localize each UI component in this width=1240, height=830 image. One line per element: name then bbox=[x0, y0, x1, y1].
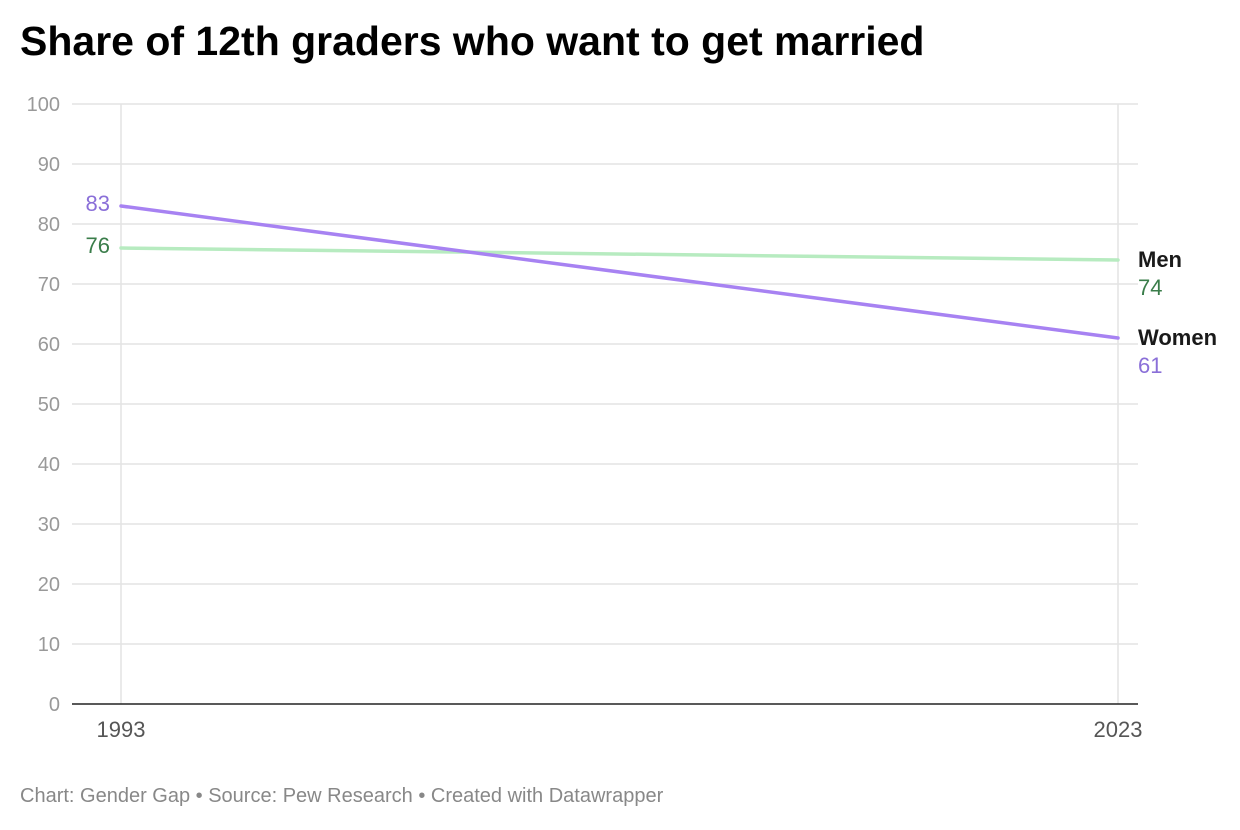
footer-separator: • bbox=[412, 785, 431, 807]
gridlines bbox=[72, 103, 1138, 705]
chart-title: Share of 12th graders who want to get ma… bbox=[20, 18, 925, 64]
chart-footer: Chart: Gender Gap • Source: Pew Research… bbox=[20, 785, 663, 808]
data-labels: 76 Men 74 83 Women 61 bbox=[86, 191, 1218, 378]
x-tick-label: 1993 bbox=[97, 717, 146, 742]
y-tick-label: 90 bbox=[38, 154, 60, 176]
y-tick-label: 20 bbox=[38, 574, 60, 596]
series-line-men bbox=[119, 246, 1120, 262]
series-line-women bbox=[119, 204, 1120, 340]
footer-source: Source: Pew Research bbox=[208, 785, 413, 807]
series-name-label: Women bbox=[1138, 325, 1217, 350]
footer-separator: • bbox=[190, 785, 209, 807]
footer-tool: Created with Datawrapper bbox=[430, 785, 664, 807]
y-tick-label: 50 bbox=[38, 394, 60, 416]
x-axis-ticks: 1993 2023 bbox=[97, 717, 1143, 742]
data-label-end: 61 bbox=[1138, 353, 1162, 378]
data-label-start: 83 bbox=[86, 191, 110, 216]
data-label-end: 74 bbox=[1138, 275, 1162, 300]
y-tick-label: 80 bbox=[38, 214, 60, 236]
footer-credit: Chart: Gender Gap bbox=[20, 785, 191, 807]
x-tick-label: 2023 bbox=[1094, 717, 1143, 742]
y-tick-label: 30 bbox=[38, 514, 60, 536]
y-tick-label: 0 bbox=[49, 694, 60, 716]
y-axis-ticks: 0 10 20 30 40 50 60 70 80 90 100 bbox=[27, 94, 60, 716]
y-tick-label: 60 bbox=[38, 334, 60, 356]
series-lines bbox=[119, 204, 1120, 340]
y-tick-label: 100 bbox=[27, 94, 60, 116]
y-tick-label: 40 bbox=[38, 454, 60, 476]
y-tick-label: 10 bbox=[38, 634, 60, 656]
y-tick-label: 70 bbox=[38, 274, 60, 296]
data-label-start: 76 bbox=[86, 233, 110, 258]
series-name-label: Men bbox=[1138, 247, 1182, 272]
